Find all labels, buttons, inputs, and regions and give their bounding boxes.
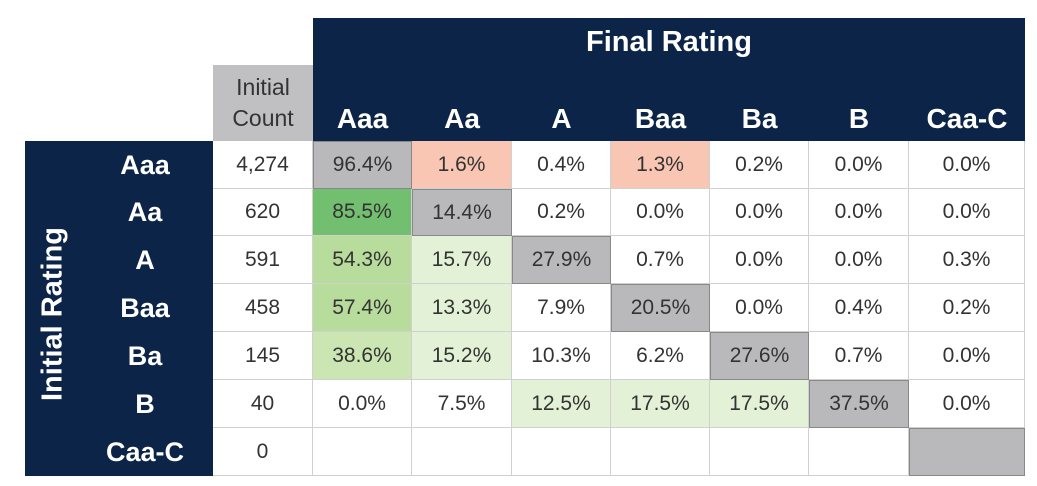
count-cell: 591 <box>213 236 313 284</box>
transition-cell: 0.0% <box>909 380 1025 428</box>
count-cell: 620 <box>213 189 313 236</box>
transition-cell: 0.2% <box>909 284 1025 332</box>
column-header: B <box>848 103 870 134</box>
count-cell: 40 <box>213 380 313 428</box>
transition-cell: 15.2% <box>412 332 512 380</box>
transition-cell: 6.2% <box>611 332 710 380</box>
transition-cell: 0.7% <box>611 236 710 284</box>
count-cell: 0 <box>213 428 313 476</box>
transition-cell <box>611 428 710 476</box>
transition-cell <box>512 428 611 476</box>
transition-cell: 0.2% <box>710 141 809 189</box>
transition-cell: 0.2% <box>512 189 611 236</box>
count-cell: 4,274 <box>213 141 313 189</box>
transition-cell: 0.0% <box>710 284 809 332</box>
transition-cell: 0.0% <box>809 236 909 284</box>
transition-cell: 0.0% <box>909 332 1025 380</box>
transition-cell <box>809 428 909 476</box>
transition-cell: 7.9% <box>512 284 611 332</box>
row-label: Ba <box>127 340 163 371</box>
count-header: Initial Count <box>213 65 313 141</box>
transition-cell: 0.0% <box>710 189 809 236</box>
transition-cell: 38.6% <box>313 332 412 380</box>
transition-cell: 7.5% <box>412 380 512 428</box>
transition-cell: 27.6% <box>710 332 809 380</box>
row-header: Initial Rating <box>36 227 68 401</box>
transition-cell: 0.0% <box>809 141 909 189</box>
transition-cell <box>909 428 1025 476</box>
transition-cell: 1.3% <box>611 141 710 189</box>
transition-cell: 0.0% <box>611 189 710 236</box>
transition-cell: 85.5% <box>313 189 412 236</box>
transition-cell: 0.0% <box>909 189 1025 236</box>
row-header-block <box>25 141 213 476</box>
transition-cell: 0.0% <box>313 380 412 428</box>
transition-cell: 14.4% <box>412 189 512 236</box>
transition-cell: 1.6% <box>412 141 512 189</box>
count-cell: 458 <box>213 284 313 332</box>
column-header: A <box>551 103 572 134</box>
transition-cell: 0.4% <box>809 284 909 332</box>
transition-cell <box>412 428 512 476</box>
transition-cell <box>313 428 412 476</box>
column-header: Baa <box>634 103 687 134</box>
row-label: Caa-C <box>105 436 185 467</box>
transition-cell: 57.4% <box>313 284 412 332</box>
transition-cell: 13.3% <box>412 284 512 332</box>
transition-cell: 0.7% <box>809 332 909 380</box>
row-label: B <box>135 388 155 419</box>
column-header: Caa-C <box>926 103 1008 134</box>
transition-cell: 0.4% <box>512 141 611 189</box>
column-header: Aaa <box>336 103 389 134</box>
row-label: A <box>135 244 155 275</box>
row-label: Aa <box>127 197 163 227</box>
count-cell: 145 <box>213 332 313 380</box>
transition-cell: 0.0% <box>909 141 1025 189</box>
row-label: Aaa <box>120 149 170 180</box>
transition-cell: 15.7% <box>412 236 512 284</box>
column-header: Aa <box>444 103 480 134</box>
column-header: Ba <box>741 103 778 134</box>
transition-cell: 0.0% <box>710 236 809 284</box>
transition-cell: 10.3% <box>512 332 611 380</box>
transition-cell: 27.9% <box>512 236 611 284</box>
transition-cell: 17.5% <box>710 380 809 428</box>
transition-cell <box>710 428 809 476</box>
transition-cell: 96.4% <box>313 141 412 189</box>
transition-cell: 12.5% <box>512 380 611 428</box>
transition-cell: 0.0% <box>809 189 909 236</box>
row-label: Baa <box>120 292 170 323</box>
transition-cell: 37.5% <box>809 380 909 428</box>
transition-cell: 20.5% <box>611 284 710 332</box>
transition-cell: 0.3% <box>909 236 1025 284</box>
transition-cell: 17.5% <box>611 380 710 428</box>
transition-cell: 54.3% <box>313 236 412 284</box>
final-rating-header: Final Rating <box>313 18 1025 142</box>
